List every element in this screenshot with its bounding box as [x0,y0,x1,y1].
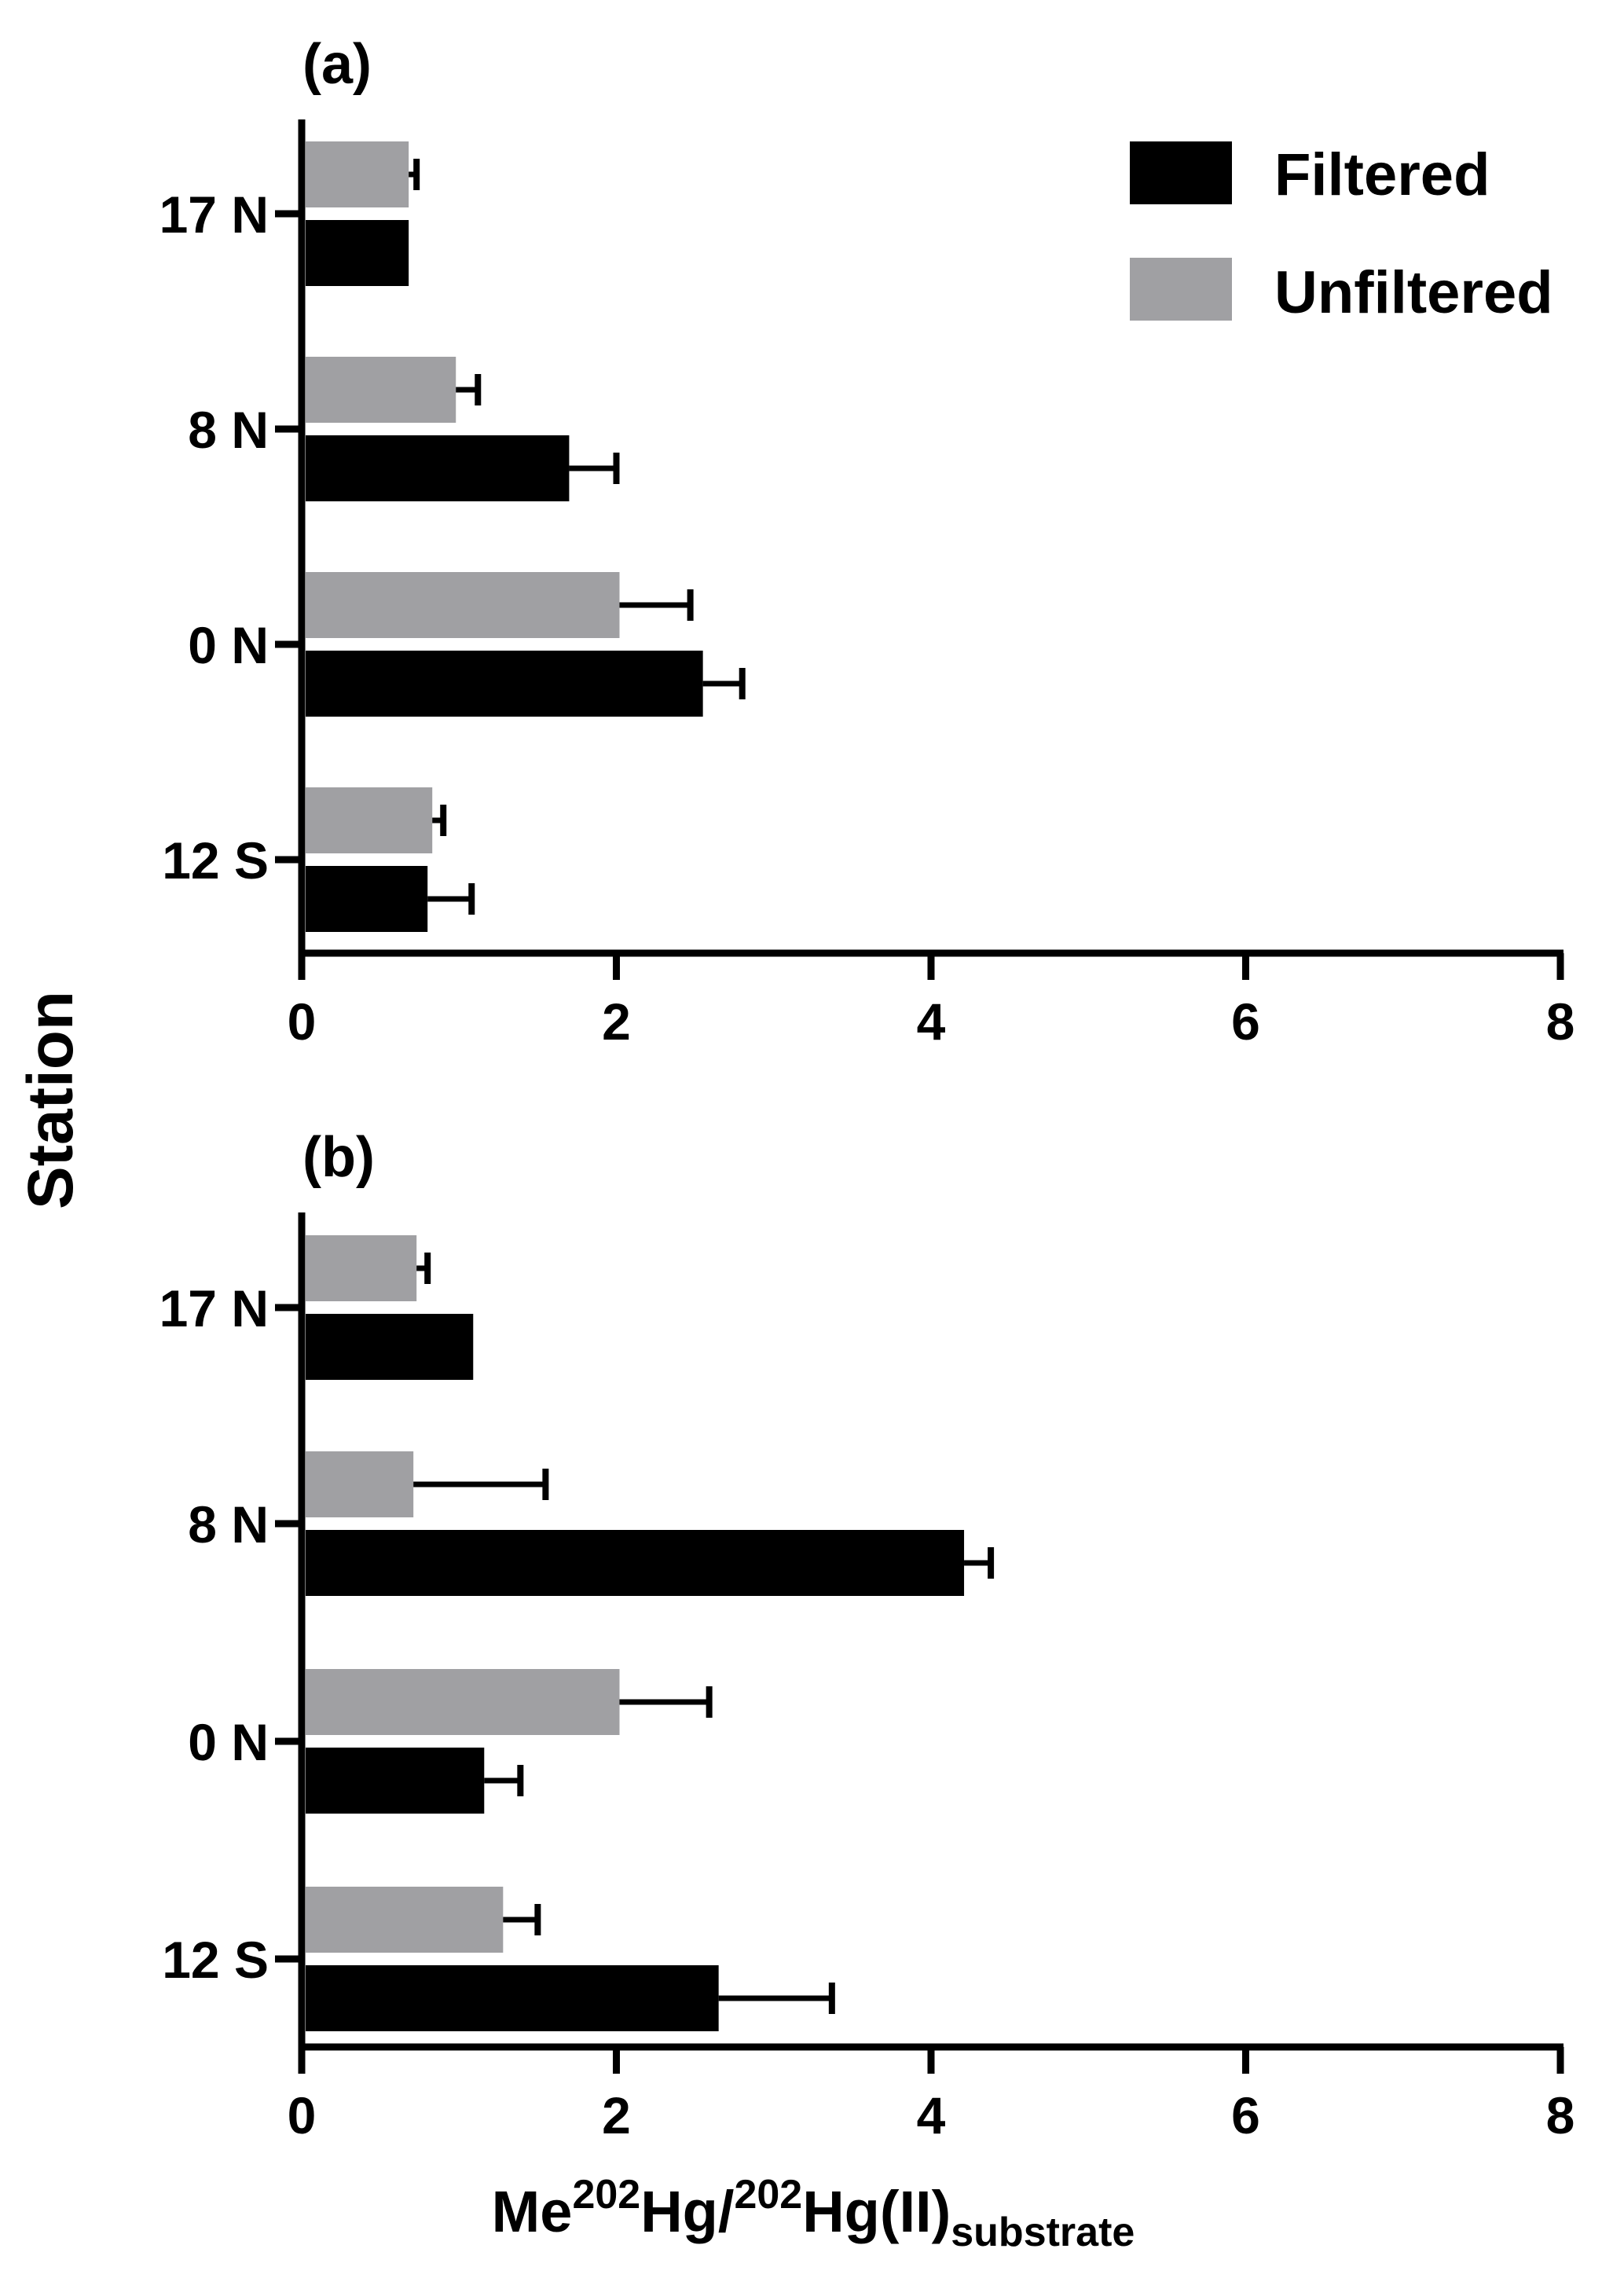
y-tick-label-b-0n: 0 N [188,1713,269,1771]
bar-b-unfiltered-0n [306,1669,620,1735]
errorbar-a-unfiltered-8n [456,374,482,405]
bar-a-unfiltered-8n [306,357,456,423]
errorbar-b-unfiltered-8n [413,1469,549,1500]
panel-a-plot: 0 2 4 6 8 17 N 8 N 0 N 12 S [159,119,1575,1051]
x-tick-label-b-2: 2 [602,2086,631,2144]
y-tick-label-b-17n: 17 N [159,1279,269,1337]
y-tick-label-a-12s: 12 S [162,831,269,890]
panel-label-a: (a) [302,33,372,96]
errorbar-b-filtered-12s [718,1983,835,2014]
x-title-part2: Hg/ [640,2179,734,2244]
bar-a-filtered-0n [306,651,703,717]
legend: Filtered Unfiltered [1130,141,1553,326]
bar-a-filtered-17n [306,220,409,286]
y-tick-label-a-0n: 0 N [188,616,269,674]
panel-b: (b) 0 2 4 6 8 17 N 8 N 0 N 12 S [159,1126,1575,2144]
legend-swatch-filtered [1130,141,1232,204]
x-title-part1: Me [492,2179,573,2244]
errorbar-a-filtered-12s [427,883,475,915]
legend-label-unfiltered: Unfiltered [1274,259,1553,326]
x-axis-title: Me202Hg/202Hg(II)substrate [492,2172,1135,2255]
bar-b-filtered-0n [306,1748,485,1814]
panel-a: (a) 0 2 4 6 8 17 N 8 N 0 N 12 S [159,33,1575,1051]
x-tick-label-b-4: 4 [917,2086,946,2144]
x-tick-label-a-0: 0 [288,992,317,1051]
x-tick-label-a-4: 4 [917,992,946,1051]
bar-b-unfiltered-17n [306,1235,417,1301]
x-tick-label-b-6: 6 [1231,2086,1260,2144]
errorbar-a-unfiltered-0n [619,589,694,621]
errorbar-a-filtered-8n [569,453,620,484]
legend-label-filtered: Filtered [1274,141,1490,208]
errorbar-b-filtered-0n [484,1765,524,1796]
x-tick-label-a-8: 8 [1546,992,1575,1051]
legend-swatch-unfiltered [1130,258,1232,321]
bar-a-filtered-8n [306,435,570,501]
errorbar-b-filtered-8n [964,1547,995,1579]
errorbar-b-unfiltered-17n [416,1253,431,1284]
x-title-sup1: 202 [572,2172,640,2217]
bar-b-filtered-8n [306,1530,965,1596]
y-axis-label: Station [15,991,86,1209]
panel-label-b: (b) [302,1126,375,1189]
bar-b-filtered-12s [306,1965,719,2031]
panel-b-plot: 0 2 4 6 8 17 N 8 N 0 N 12 S [159,1212,1575,2144]
x-tick-label-b-0: 0 [288,2086,317,2144]
errorbar-a-unfiltered-17n [409,159,420,190]
bar-b-unfiltered-8n [306,1451,414,1517]
x-tick-label-a-2: 2 [602,992,631,1051]
errorbar-a-unfiltered-12s [432,805,447,836]
x-title-sub: substrate [951,2210,1135,2255]
y-tick-label-b-8n: 8 N [188,1495,269,1554]
errorbar-b-unfiltered-0n [619,1686,713,1718]
bar-a-unfiltered-0n [306,572,620,638]
errorbar-a-filtered-0n [702,668,746,699]
bar-a-unfiltered-17n [306,141,409,207]
y-tick-label-a-17n: 17 N [159,185,269,244]
x-title-part3: Hg(II) [802,2179,951,2244]
x-title-sup2: 202 [734,2172,802,2217]
x-tick-label-a-6: 6 [1231,992,1260,1051]
errorbar-b-unfiltered-12s [503,1904,541,1935]
x-tick-label-b-8: 8 [1546,2086,1575,2144]
bar-b-unfiltered-12s [306,1887,504,1953]
bar-a-filtered-12s [306,866,428,932]
y-tick-label-b-12s: 12 S [162,1931,269,1989]
bar-a-unfiltered-12s [306,787,433,853]
y-tick-label-a-8n: 8 N [188,401,269,459]
bar-b-filtered-17n [306,1314,474,1380]
